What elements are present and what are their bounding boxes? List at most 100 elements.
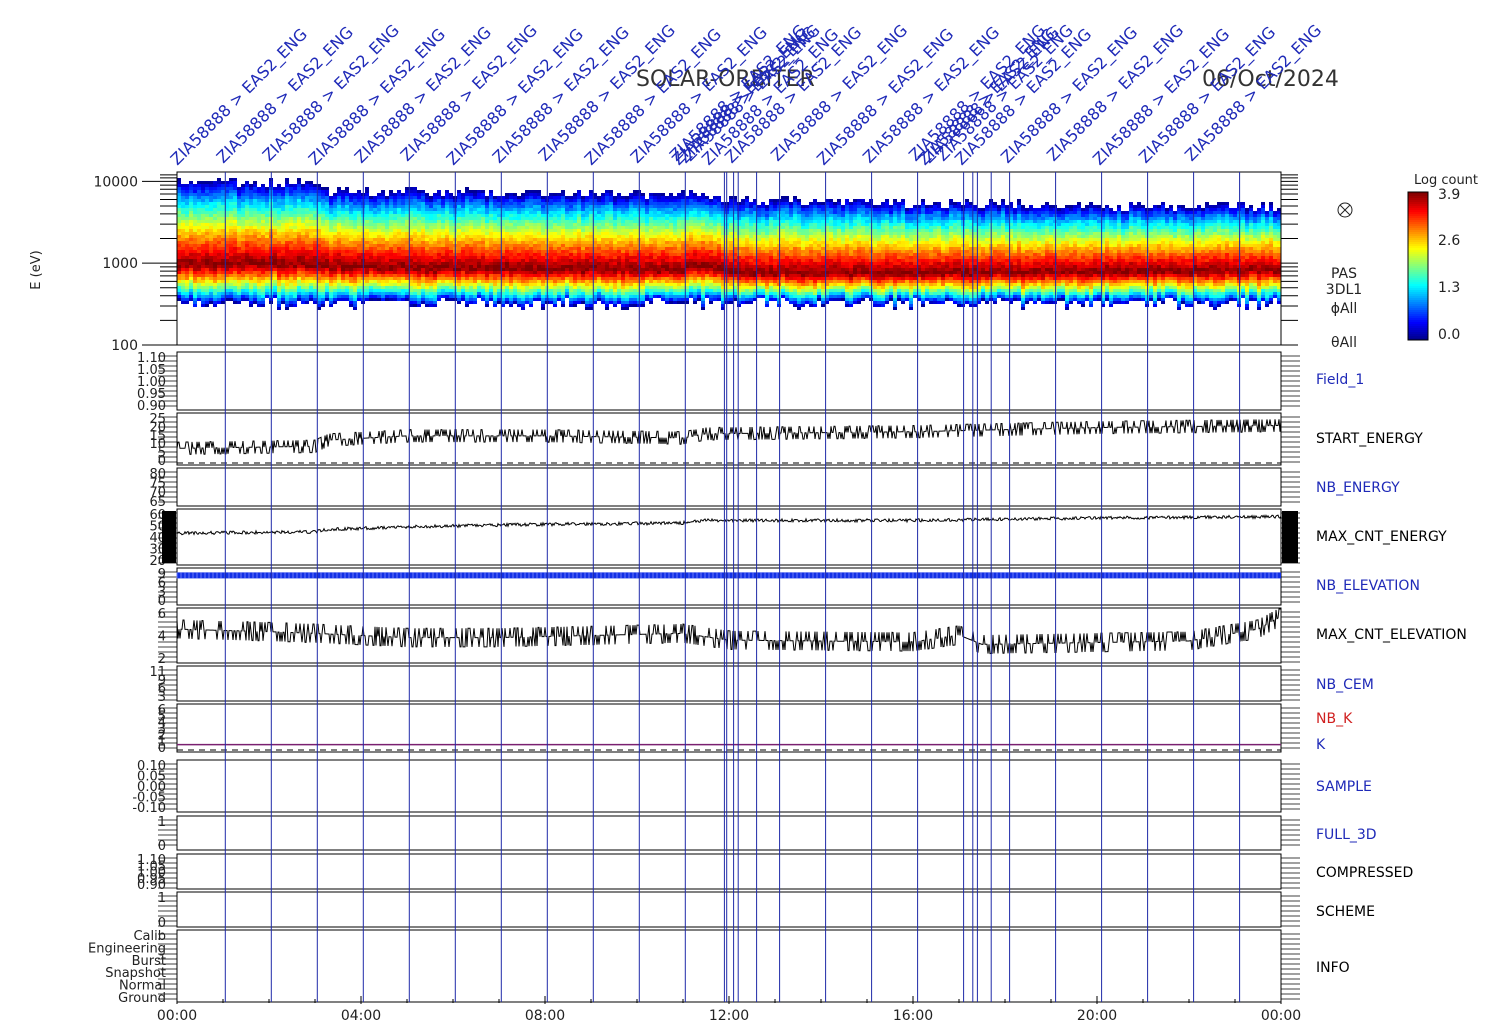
spectro-cell bbox=[589, 262, 593, 265]
spectro-cell bbox=[601, 292, 605, 295]
spectro-cell bbox=[661, 247, 665, 250]
spectro-cell bbox=[201, 211, 205, 214]
spectro-cell bbox=[213, 196, 217, 199]
spectro-cell bbox=[341, 193, 345, 196]
spectro-cell bbox=[537, 298, 541, 301]
spectro-cell bbox=[597, 262, 601, 265]
spectro-cell bbox=[681, 247, 685, 250]
spectro-cell bbox=[465, 193, 469, 196]
spectro-cell bbox=[289, 220, 293, 223]
spectro-cell bbox=[245, 184, 249, 187]
spectro-cell bbox=[649, 262, 653, 265]
spectro-cell bbox=[357, 271, 361, 274]
spectro-cell bbox=[617, 283, 621, 286]
spectro-cell bbox=[389, 292, 393, 295]
spectro-cell bbox=[477, 292, 481, 295]
spectro-cell bbox=[301, 199, 305, 202]
spectro-cell bbox=[501, 292, 505, 295]
spectro-cell bbox=[413, 205, 417, 208]
spectro-cell bbox=[669, 286, 673, 289]
spectro-cell bbox=[537, 205, 541, 208]
spectro-cell bbox=[249, 229, 253, 232]
spectro-cell bbox=[553, 214, 557, 217]
spectro-cell bbox=[385, 214, 389, 217]
spectro-cell bbox=[177, 217, 181, 220]
spectro-cell bbox=[657, 211, 661, 214]
spectro-cell bbox=[265, 235, 269, 238]
spectro-cell bbox=[277, 250, 281, 253]
spectro-cell bbox=[549, 262, 553, 265]
spectro-cell bbox=[629, 289, 633, 292]
spectro-cell bbox=[209, 268, 213, 271]
spectro-cell bbox=[337, 253, 341, 256]
spectro-cell bbox=[213, 220, 217, 223]
spectro-cell bbox=[669, 298, 673, 301]
spectro-cell bbox=[557, 262, 561, 265]
spectro-cell bbox=[213, 193, 217, 196]
spectro-cell bbox=[561, 298, 565, 301]
spectro-cell bbox=[405, 274, 409, 277]
spectro-cell bbox=[633, 253, 637, 256]
spectro-cell bbox=[321, 259, 325, 262]
spectro-cell bbox=[617, 211, 621, 214]
spectro-cell bbox=[697, 253, 701, 256]
spectro-cell bbox=[373, 295, 377, 298]
spectro-cell bbox=[345, 298, 349, 301]
spectro-cell bbox=[353, 304, 357, 307]
spectro-cell bbox=[509, 301, 513, 304]
spectro-cell bbox=[385, 232, 389, 235]
spectro-cell bbox=[673, 268, 677, 271]
spectro-cell bbox=[253, 229, 257, 232]
spectro-cell bbox=[657, 280, 661, 283]
spectro-cell bbox=[221, 274, 225, 277]
spectro-cell bbox=[585, 196, 589, 199]
spectro-cell bbox=[333, 220, 337, 223]
spectro-cell bbox=[229, 190, 233, 193]
spectro-cell bbox=[421, 241, 425, 244]
spectro-cell bbox=[485, 247, 489, 250]
spectro-cell bbox=[613, 256, 617, 259]
spectro-cell bbox=[389, 283, 393, 286]
spectro-cell bbox=[393, 211, 397, 214]
spectro-cell bbox=[657, 286, 661, 289]
spectro-cell bbox=[681, 256, 685, 259]
spectro-cell bbox=[489, 262, 493, 265]
spectro-cell bbox=[213, 208, 217, 211]
spectro-cell bbox=[357, 253, 361, 256]
spectro-cell bbox=[661, 250, 665, 253]
spectro-cell bbox=[213, 268, 217, 271]
spectro-cell bbox=[633, 220, 637, 223]
spectro-cell bbox=[337, 271, 341, 274]
spectro-cell bbox=[417, 250, 421, 253]
spectro-cell bbox=[309, 202, 313, 205]
spectro-cell bbox=[253, 298, 257, 301]
spectro-cell bbox=[369, 211, 373, 214]
spectro-cell bbox=[509, 259, 513, 262]
spectro-cell bbox=[465, 211, 469, 214]
spectro-cell bbox=[217, 262, 221, 265]
spectro-cell bbox=[393, 289, 397, 292]
spectro-cell bbox=[445, 202, 449, 205]
spectro-cell bbox=[689, 205, 693, 208]
spectro-cell bbox=[653, 247, 657, 250]
spectro-cell bbox=[697, 232, 701, 235]
spectro-cell bbox=[309, 238, 313, 241]
spectro-cell bbox=[477, 265, 481, 268]
spectro-cell bbox=[181, 190, 185, 193]
spectro-cell bbox=[313, 214, 317, 217]
spectro-cell bbox=[341, 190, 345, 193]
spectro-cell bbox=[469, 202, 473, 205]
spectro-cell bbox=[265, 226, 269, 229]
spectro-cell bbox=[493, 214, 497, 217]
spectro-cell bbox=[329, 274, 333, 277]
spectro-cell bbox=[389, 271, 393, 274]
spectro-cell bbox=[685, 283, 689, 286]
spectro-cell bbox=[529, 241, 533, 244]
spectro-cell bbox=[629, 223, 633, 226]
spectro-cell bbox=[261, 280, 265, 283]
spectro-cell bbox=[521, 307, 525, 310]
spectro-cell bbox=[345, 229, 349, 232]
spectro-cell bbox=[617, 262, 621, 265]
spectro-cell bbox=[513, 214, 517, 217]
spectro-cell bbox=[569, 211, 573, 214]
